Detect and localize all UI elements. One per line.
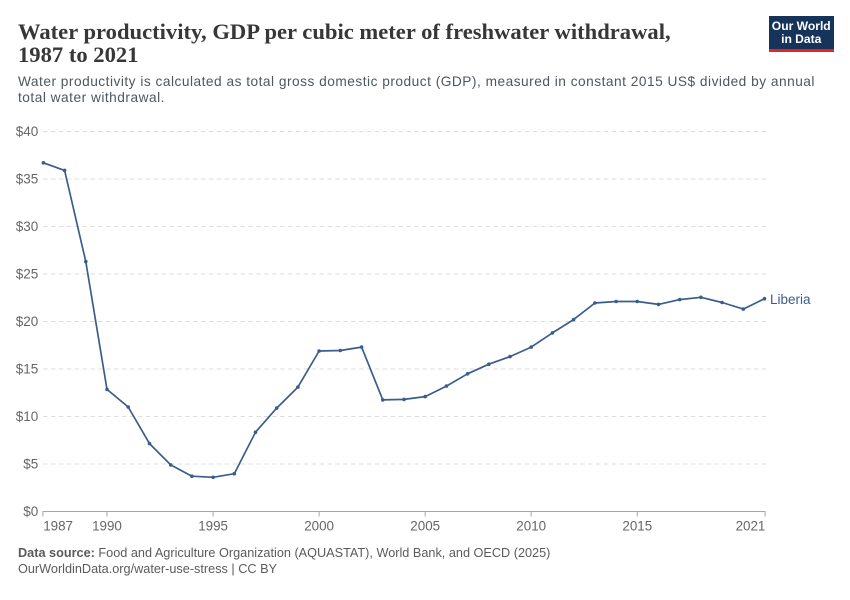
- svg-text:$0: $0: [23, 504, 38, 519]
- svg-text:1990: 1990: [92, 519, 122, 534]
- svg-text:1987: 1987: [43, 519, 73, 534]
- svg-text:$35: $35: [16, 172, 39, 187]
- svg-text:$40: $40: [16, 124, 39, 139]
- svg-text:$20: $20: [16, 314, 39, 329]
- svg-text:$25: $25: [16, 267, 39, 282]
- svg-text:2000: 2000: [304, 519, 334, 534]
- svg-text:$5: $5: [23, 457, 38, 472]
- svg-text:2021: 2021: [736, 519, 766, 534]
- svg-text:2005: 2005: [410, 519, 440, 534]
- svg-text:1995: 1995: [198, 519, 228, 534]
- svg-text:2010: 2010: [516, 519, 546, 534]
- svg-text:Liberia: Liberia: [770, 292, 811, 307]
- svg-text:$15: $15: [16, 362, 39, 377]
- svg-text:2015: 2015: [622, 519, 652, 534]
- svg-text:$30: $30: [16, 219, 39, 234]
- svg-text:$10: $10: [16, 409, 39, 424]
